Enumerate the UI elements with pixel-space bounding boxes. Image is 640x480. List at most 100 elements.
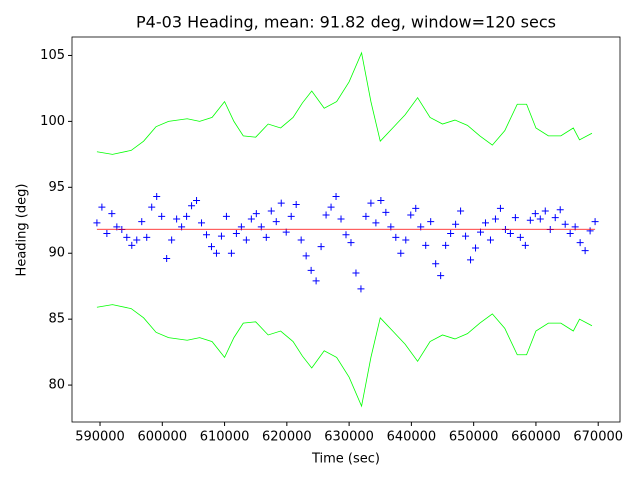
data-point [407, 211, 415, 219]
data-point [462, 232, 470, 240]
data-point [242, 236, 250, 244]
data-point [477, 228, 485, 236]
data-point [332, 193, 340, 201]
data-point [541, 207, 549, 215]
data-point [212, 249, 220, 257]
data-point [317, 243, 325, 251]
data-point [442, 241, 450, 249]
data-point [377, 196, 385, 204]
data-point [481, 219, 489, 227]
data-point [297, 236, 305, 244]
data-point [222, 212, 230, 220]
y-tick-label: 100 [40, 114, 65, 129]
data-point [367, 199, 375, 207]
y-axis-label: Heading (deg) [15, 184, 30, 277]
x-axis-label: Time (sec) [311, 452, 380, 467]
data-point [561, 220, 569, 228]
data-point [566, 229, 574, 237]
data-point [252, 210, 260, 218]
data-point [173, 215, 181, 223]
data-point [207, 243, 215, 251]
data-point [347, 239, 355, 247]
data-point [551, 214, 559, 222]
data-point [412, 204, 420, 212]
data-point [232, 229, 240, 237]
plot-frame [71, 36, 621, 423]
data-point [337, 215, 345, 223]
data-point [133, 236, 141, 244]
data-point [123, 233, 131, 241]
data-line [96, 304, 593, 408]
data-point [432, 260, 440, 268]
x-tick-label: 670000 [573, 430, 623, 445]
data-point [357, 285, 365, 293]
data-point [98, 203, 106, 211]
data-point [556, 206, 564, 214]
data-point [302, 252, 310, 260]
data-point [581, 247, 589, 255]
data-point [427, 218, 435, 226]
x-tick-label: 630000 [324, 430, 374, 445]
data-point [143, 233, 151, 241]
data-point [586, 227, 594, 235]
y-tick-label: 90 [48, 246, 65, 261]
data-point [392, 233, 400, 241]
data-line [96, 51, 593, 155]
data-point [312, 277, 320, 285]
data-point [491, 215, 499, 223]
data-point [486, 236, 494, 244]
data-point [153, 193, 161, 201]
x-tick-label: 610000 [200, 430, 250, 445]
data-point [531, 210, 539, 218]
data-point [292, 200, 300, 208]
data-point [198, 219, 206, 227]
data-point [342, 231, 350, 239]
data-point [277, 199, 285, 207]
data-point [108, 210, 116, 218]
data-point [93, 219, 101, 227]
data-point [138, 218, 146, 226]
data-point [188, 202, 196, 210]
y-tick-label: 80 [48, 378, 65, 393]
data-point [193, 196, 201, 204]
data-point [128, 241, 136, 249]
y-tick-label: 95 [48, 180, 65, 195]
data-point [457, 207, 465, 215]
data-point [437, 272, 445, 280]
data-point [422, 241, 430, 249]
x-tick-label: 660000 [511, 430, 561, 445]
data-point [372, 219, 380, 227]
y-tick-label: 105 [40, 48, 65, 63]
data-point [526, 216, 534, 224]
data-point [158, 212, 166, 220]
data-point [516, 233, 524, 241]
x-tick-label: 590000 [75, 430, 125, 445]
chart-title: P4-03 Heading, mean: 91.82 deg, window=1… [136, 13, 556, 32]
data-point [327, 203, 335, 211]
data-point [322, 211, 330, 219]
data-point [352, 269, 360, 277]
data-point [287, 212, 295, 220]
data-point [267, 207, 275, 215]
data-point [397, 249, 405, 257]
data-point [382, 208, 390, 216]
data-point [472, 244, 480, 252]
data-point [576, 239, 584, 247]
data-point [591, 218, 599, 226]
data-point [496, 204, 504, 212]
x-tick-label: 640000 [387, 430, 437, 445]
data-point [262, 233, 270, 241]
data-point [183, 212, 191, 220]
data-point [148, 203, 156, 211]
data-point [168, 236, 176, 244]
data-point [402, 236, 410, 244]
data-point [217, 232, 225, 240]
data-point [467, 256, 475, 264]
data-point [163, 255, 171, 263]
data-point [506, 229, 514, 237]
data-point [447, 229, 455, 237]
data-point [452, 220, 460, 228]
data-point [203, 231, 211, 239]
data-point [247, 215, 255, 223]
data-point [536, 215, 544, 223]
